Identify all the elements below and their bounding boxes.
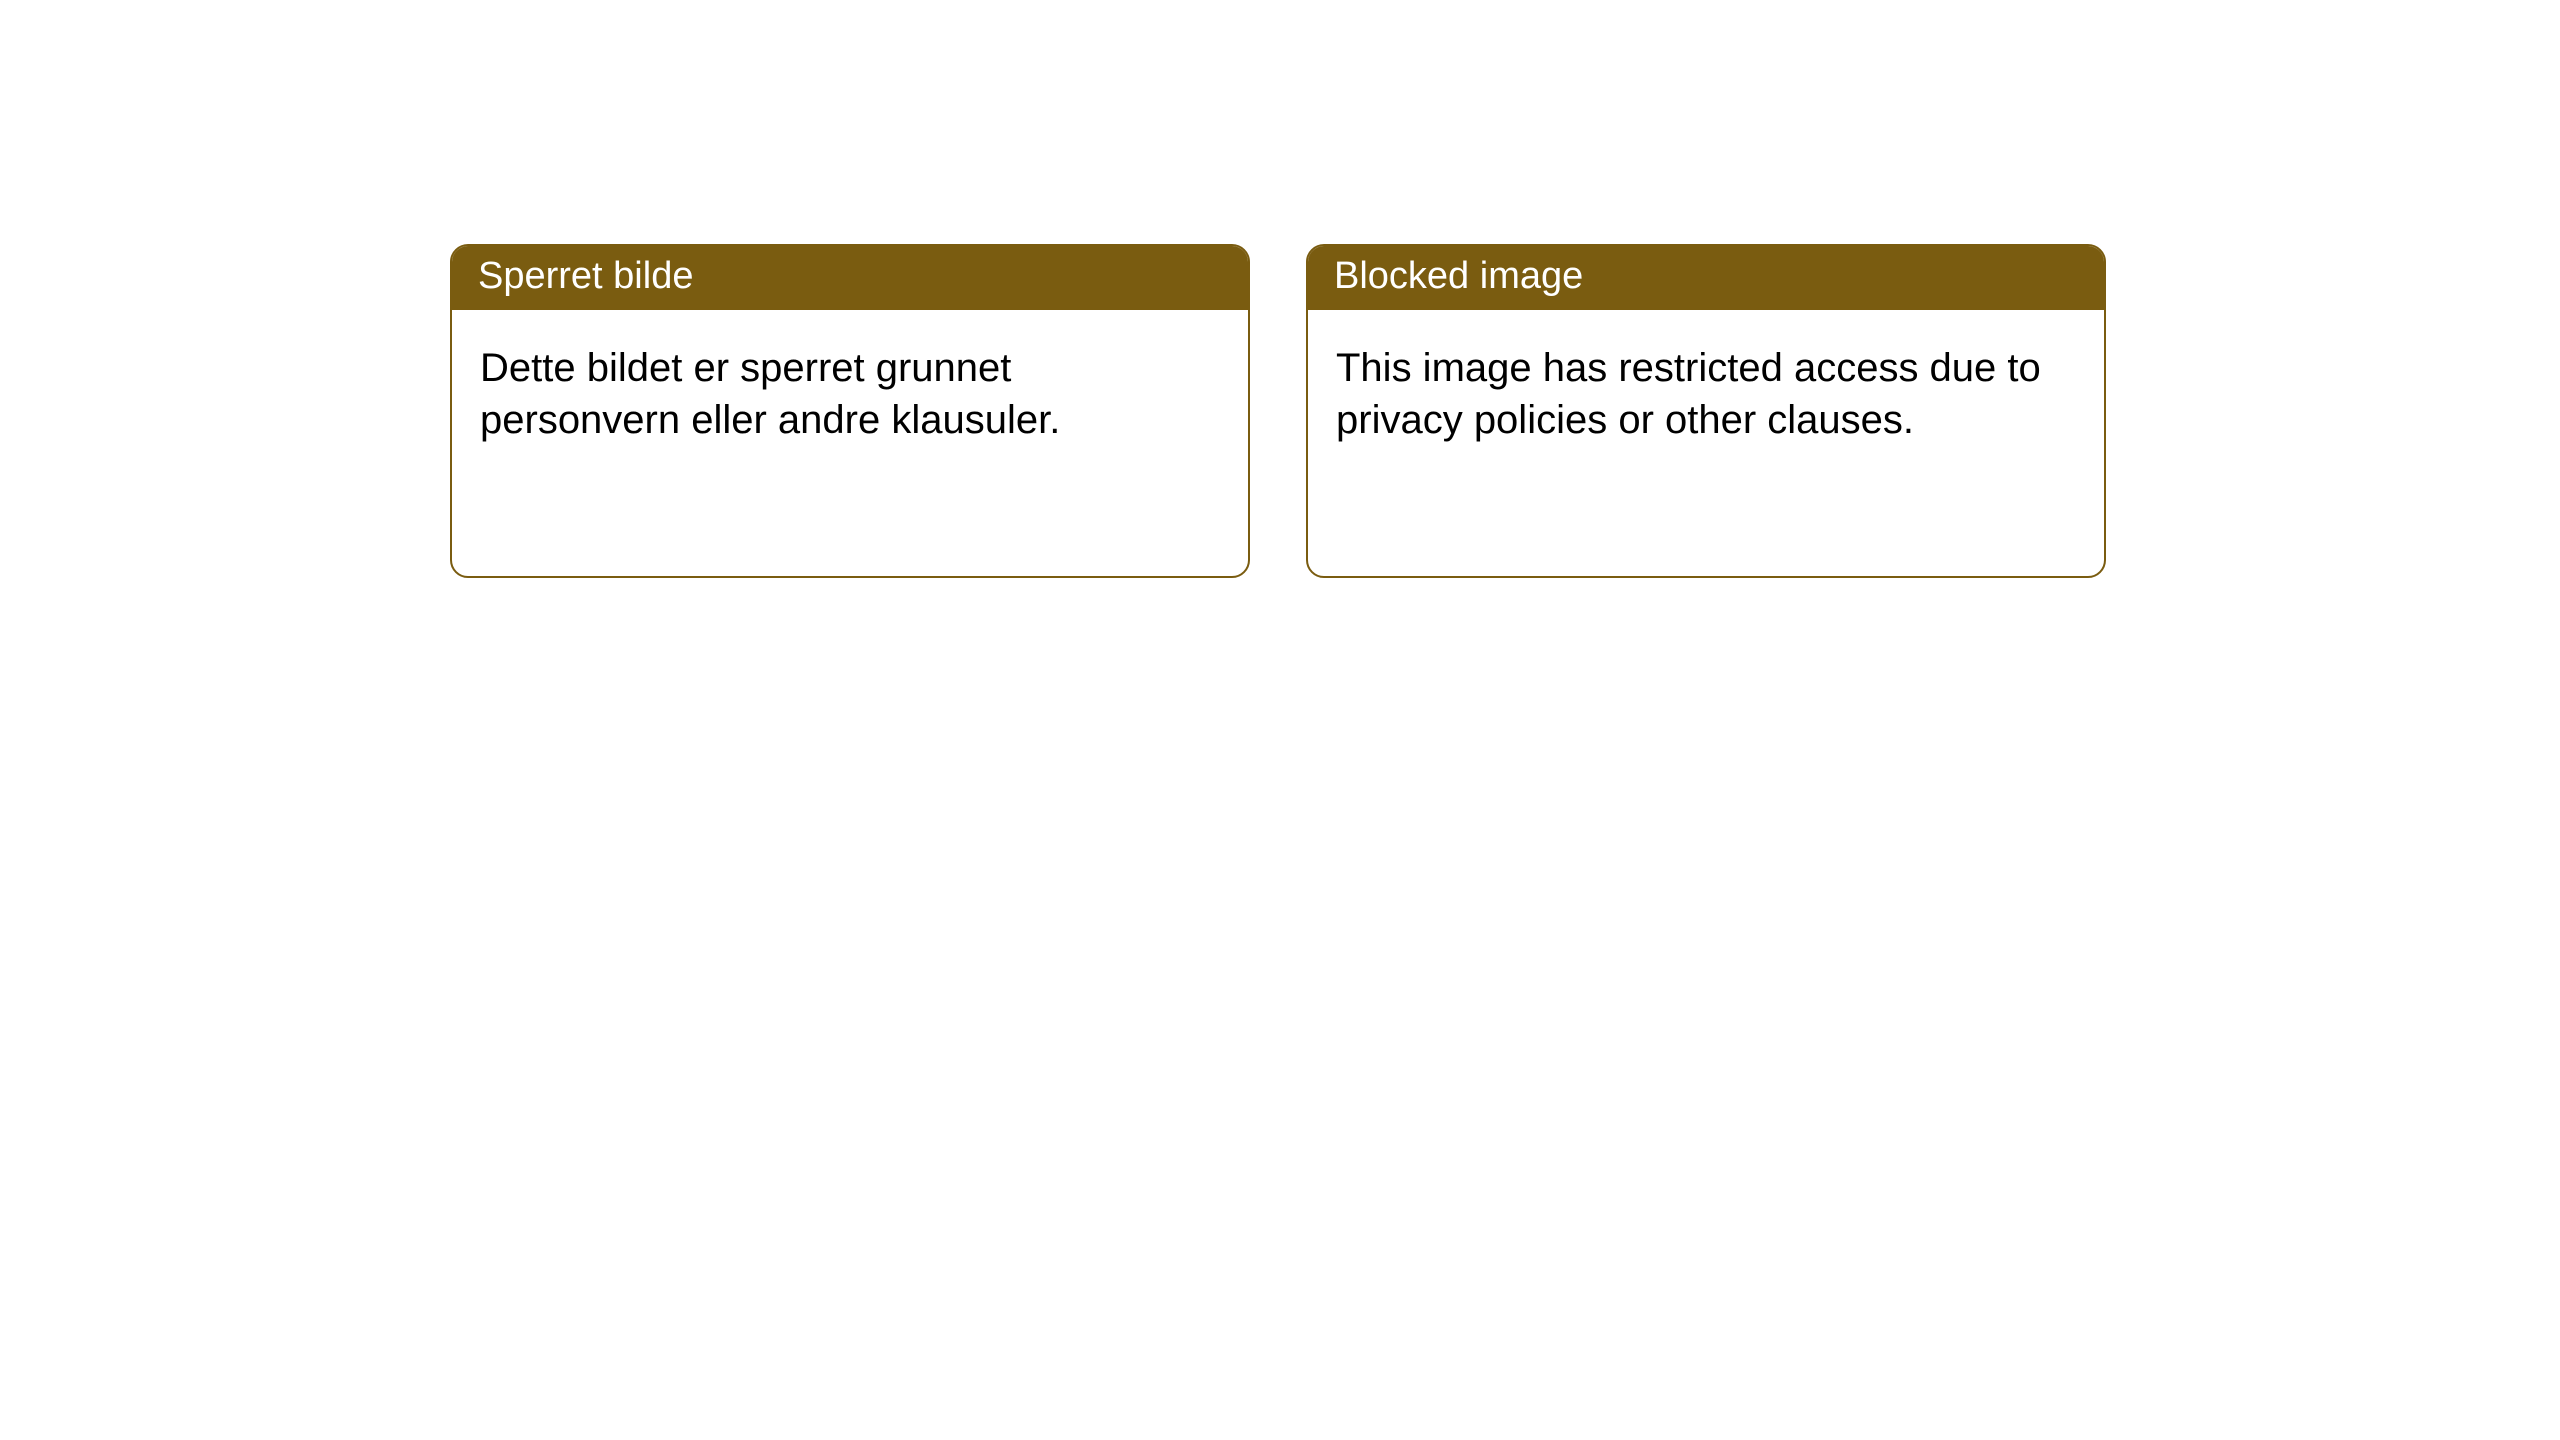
notice-box-norwegian: Sperret bilde Dette bildet er sperret gr… <box>450 244 1250 578</box>
notice-text: This image has restricted access due to … <box>1336 346 2041 443</box>
notice-header: Blocked image <box>1308 246 2104 310</box>
notice-text: Dette bildet er sperret grunnet personve… <box>480 346 1060 443</box>
notice-body: Dette bildet er sperret grunnet personve… <box>452 310 1248 480</box>
notice-title: Blocked image <box>1334 255 1583 297</box>
notice-title: Sperret bilde <box>478 255 693 297</box>
notice-body: This image has restricted access due to … <box>1308 310 2104 480</box>
notice-box-english: Blocked image This image has restricted … <box>1306 244 2106 578</box>
notice-header: Sperret bilde <box>452 246 1248 310</box>
notice-container: Sperret bilde Dette bildet er sperret gr… <box>450 244 2106 578</box>
